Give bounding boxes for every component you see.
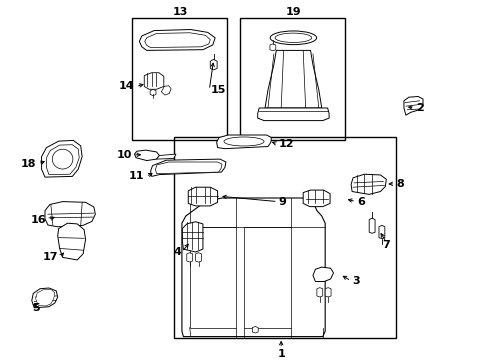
Ellipse shape (274, 33, 311, 42)
Polygon shape (134, 150, 159, 161)
Polygon shape (316, 288, 322, 297)
Polygon shape (41, 140, 82, 177)
Text: 10: 10 (117, 150, 132, 160)
Polygon shape (303, 190, 329, 207)
Polygon shape (257, 108, 328, 121)
Text: 16: 16 (31, 215, 46, 225)
Text: 18: 18 (21, 159, 37, 169)
Text: 13: 13 (172, 6, 187, 17)
Bar (173, 137, 395, 338)
Ellipse shape (224, 137, 264, 146)
Polygon shape (350, 174, 386, 194)
Polygon shape (150, 89, 156, 96)
Bar (239, 18, 344, 140)
Polygon shape (188, 187, 217, 206)
Text: 15: 15 (210, 85, 225, 95)
Text: 17: 17 (43, 252, 59, 262)
Text: 8: 8 (395, 179, 403, 189)
Polygon shape (161, 86, 171, 95)
Polygon shape (144, 33, 210, 48)
Polygon shape (195, 253, 201, 262)
Polygon shape (368, 218, 374, 233)
Ellipse shape (269, 31, 316, 45)
Text: 11: 11 (128, 171, 144, 181)
Polygon shape (32, 288, 58, 308)
Polygon shape (210, 59, 217, 70)
Bar (189, 227, 236, 328)
Polygon shape (252, 327, 258, 333)
Polygon shape (216, 135, 271, 149)
Text: 1: 1 (277, 348, 285, 359)
Text: 5: 5 (32, 303, 40, 313)
Text: 14: 14 (119, 81, 134, 91)
Text: 12: 12 (278, 139, 294, 149)
Text: 6: 6 (356, 197, 364, 207)
Polygon shape (139, 30, 215, 50)
Polygon shape (45, 202, 95, 227)
Polygon shape (403, 96, 422, 115)
Polygon shape (46, 145, 79, 175)
Polygon shape (182, 222, 203, 252)
Polygon shape (150, 159, 225, 176)
Polygon shape (156, 154, 176, 159)
Text: 4: 4 (173, 247, 181, 257)
Text: 19: 19 (285, 6, 301, 17)
Polygon shape (264, 50, 321, 108)
Polygon shape (312, 267, 333, 282)
Polygon shape (58, 223, 85, 260)
Text: 9: 9 (278, 197, 286, 207)
Polygon shape (182, 198, 325, 337)
Polygon shape (144, 73, 163, 89)
Polygon shape (155, 162, 222, 174)
Text: 7: 7 (382, 240, 389, 250)
Ellipse shape (52, 149, 73, 169)
Polygon shape (269, 44, 275, 51)
Text: 3: 3 (351, 276, 359, 286)
Polygon shape (325, 288, 330, 297)
Text: 2: 2 (415, 103, 423, 113)
Bar (244, 227, 290, 328)
Polygon shape (36, 289, 55, 306)
Bar (132, 18, 227, 140)
Polygon shape (378, 225, 384, 239)
Polygon shape (186, 253, 192, 262)
